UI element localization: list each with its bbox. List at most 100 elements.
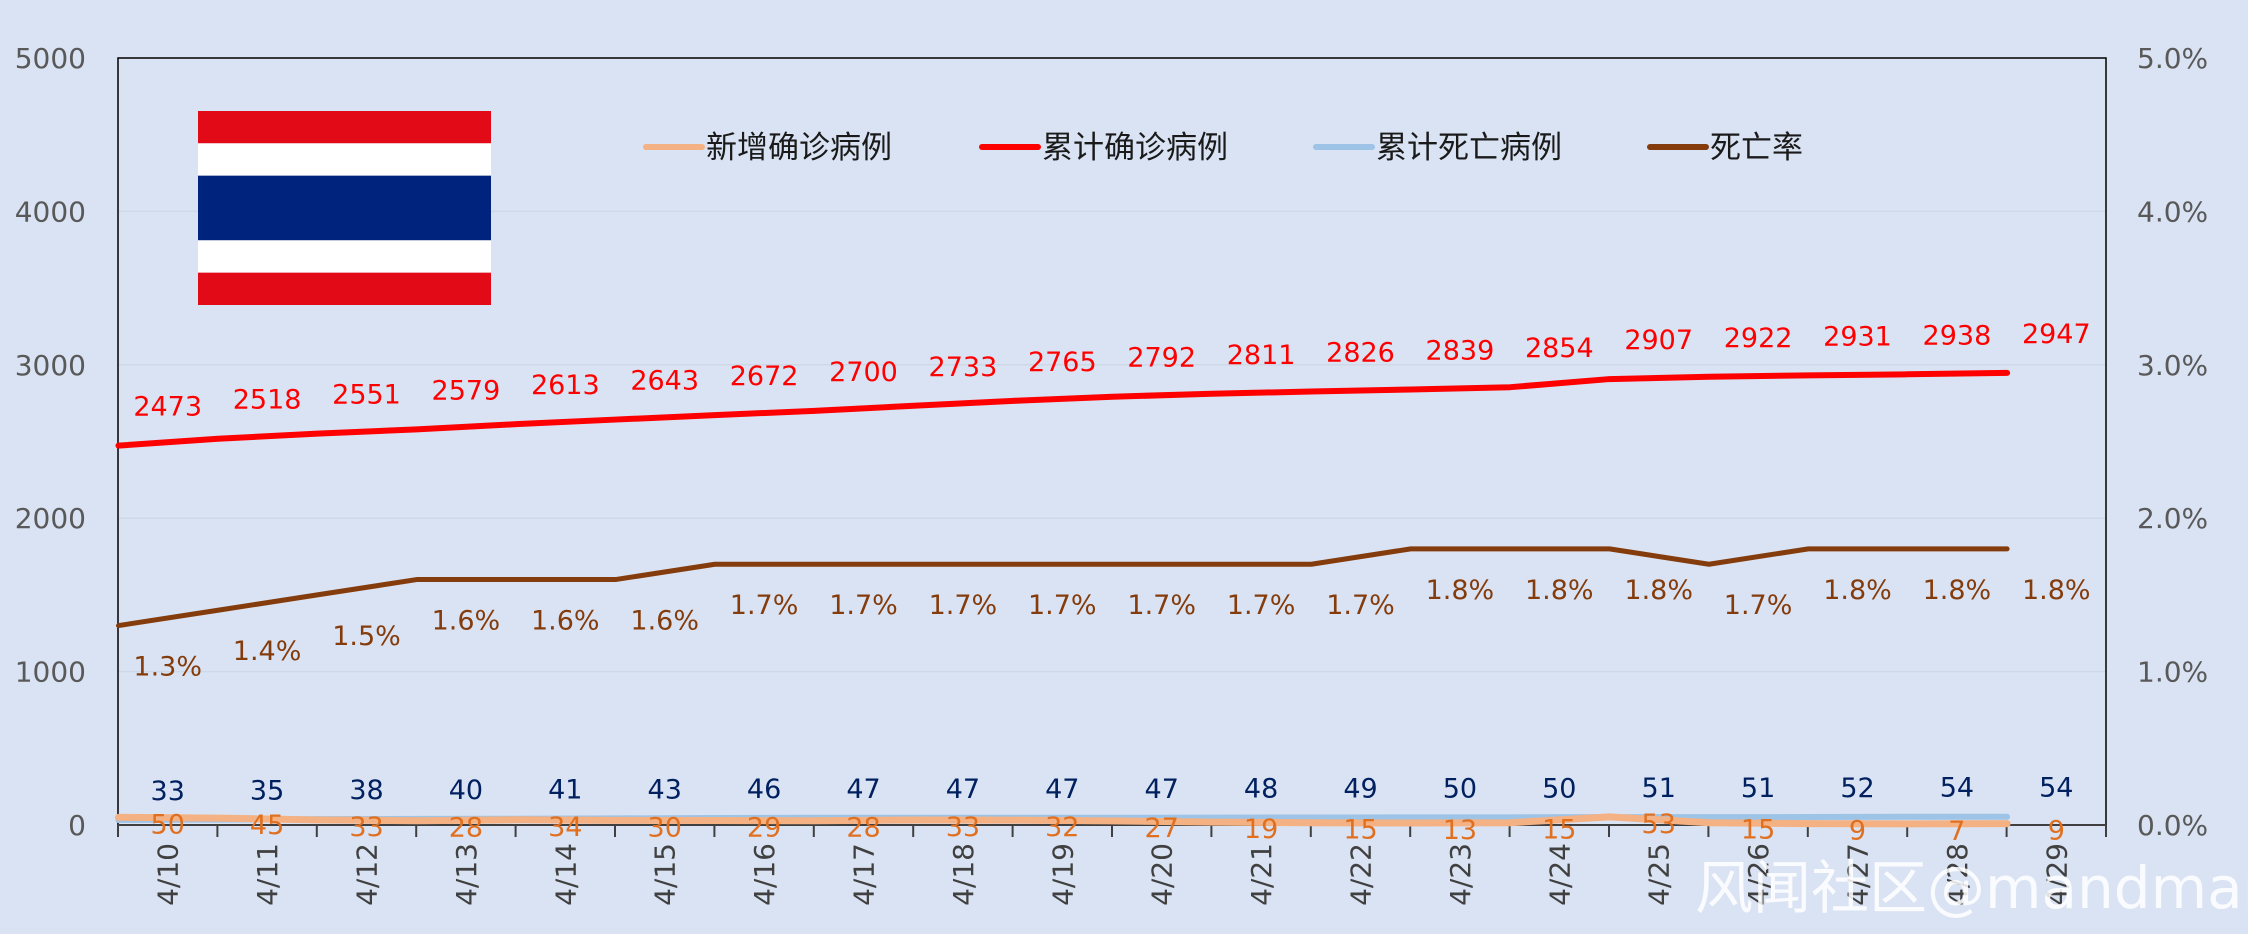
confirmed-data-label: 2826: [1326, 337, 1395, 368]
new-cases-data-label: 30: [648, 812, 682, 843]
deaths-data-label: 33: [151, 776, 185, 807]
flag-stripe: [198, 111, 491, 144]
new-cases-data-label: 15: [1343, 815, 1377, 846]
thailand-flag: [198, 111, 491, 305]
deaths-data-label: 54: [1940, 773, 1974, 804]
deaths-data-label: 35: [250, 776, 284, 807]
rate-data-label: 1.7%: [1028, 590, 1097, 621]
y-tick-label-left: 5000: [15, 42, 86, 75]
rate-data-label: 1.7%: [1227, 590, 1296, 621]
x-tick-label: 4/14: [549, 843, 582, 906]
deaths-data-label: 54: [2039, 773, 2073, 804]
x-tick-label: 4/16: [748, 843, 781, 906]
rate-data-label: 1.8%: [1624, 575, 1693, 606]
deaths-data-label: 49: [1343, 773, 1377, 804]
new-cases-data-label: 29: [747, 813, 781, 844]
x-tick-label: 4/18: [947, 843, 980, 906]
x-tick-label: 4/22: [1345, 843, 1378, 906]
deaths-data-label: 38: [349, 775, 383, 806]
new-cases-data-label: 33: [946, 812, 980, 843]
flag-stripe: [198, 272, 491, 305]
x-tick-label: 4/17: [848, 843, 881, 906]
confirmed-data-label: 2551: [332, 380, 401, 411]
deaths-data-label: 47: [1045, 774, 1079, 805]
data-labels: 2473 2518 2551 2579 2613 2643 2672 2700 2733 2765…: [133, 319, 2090, 847]
rate-data-label: 1.8%: [1426, 575, 1495, 606]
deaths-data-label: 47: [946, 774, 980, 805]
new-cases-data-label: 15: [1542, 815, 1576, 846]
new-cases-data-label: 32: [1045, 812, 1079, 843]
rate-data-label: 1.6%: [531, 606, 600, 637]
new-cases-data-label: 50: [151, 809, 185, 840]
y-tick-label-right: 3.0%: [2137, 349, 2208, 382]
rate-data-label: 1.8%: [2022, 575, 2091, 606]
deaths-data-label: 46: [747, 774, 781, 805]
confirmed-data-label: 2792: [1127, 343, 1196, 374]
y-tick-label-left: 0: [68, 809, 86, 842]
deaths-data-label: 51: [1741, 773, 1775, 804]
x-tick-label: 4/12: [351, 843, 384, 906]
confirmed-data-label: 2473: [133, 392, 202, 423]
deaths-data-label: 50: [1443, 773, 1477, 804]
confirmed-data-label: 2518: [233, 385, 302, 416]
y-tick-label-right: 5.0%: [2137, 42, 2208, 75]
rate-data-label: 1.7%: [1724, 590, 1793, 621]
rate-data-label: 1.7%: [829, 590, 898, 621]
deaths-data-label: 48: [1244, 774, 1278, 805]
legend-label: 死亡率: [1710, 130, 1803, 166]
x-tick-label: 4/11: [251, 843, 284, 906]
confirmed-data-label: 2931: [1823, 321, 1892, 352]
new-cases-data-label: 45: [250, 810, 284, 841]
confirmed-data-label: 2854: [1525, 333, 1594, 364]
deaths-data-label: 43: [648, 774, 682, 805]
rate-data-label: 1.5%: [332, 621, 401, 652]
flag-stripe: [198, 175, 491, 241]
flag-stripe: [198, 240, 491, 273]
x-tick-label: 4/20: [1146, 843, 1179, 906]
new-cases-data-label: 7: [1948, 816, 1965, 847]
y-tick-label-left: 4000: [15, 195, 86, 228]
y-tick-label-left: 1000: [15, 656, 86, 689]
confirmed-data-label: 2938: [1923, 320, 1992, 351]
deaths-data-label: 50: [1542, 773, 1576, 804]
deaths-data-label: 51: [1642, 773, 1676, 804]
new-cases-data-label: 15: [1741, 815, 1775, 846]
confirmed-data-label: 2811: [1227, 340, 1296, 371]
confirmed-data-label: 2922: [1724, 323, 1793, 354]
left-y-axis: 0 1000 2000 3000 4000 5000: [15, 42, 86, 842]
confirmed-data-label: 2839: [1426, 335, 1495, 366]
x-tick-label: 4/25: [1643, 843, 1676, 906]
confirmed-data-label: 2765: [1028, 347, 1097, 378]
rate-data-label: 1.6%: [432, 606, 501, 637]
deaths-data-label: 47: [1145, 774, 1179, 805]
y-tick-label-left: 2000: [15, 502, 86, 535]
new-cases-data-label: 27: [1145, 813, 1179, 844]
x-tick-label: 4/29: [2040, 843, 2073, 906]
y-tick-label-left: 3000: [15, 349, 86, 382]
new-cases-data-label: 53: [1642, 809, 1676, 840]
rate-data-label: 1.7%: [929, 590, 998, 621]
legend-label: 累计死亡病例: [1376, 130, 1562, 166]
x-tick-label: 4/24: [1543, 843, 1576, 906]
y-tick-label-right: 4.0%: [2137, 195, 2208, 228]
watermark: 风闻社区@mandman: [1695, 854, 2248, 922]
new-cases-data-label: 9: [2048, 816, 2065, 847]
x-tick-label: 4/23: [1444, 843, 1477, 906]
x-tick-label: 4/10: [152, 843, 185, 906]
rate-data-label: 1.4%: [233, 636, 302, 667]
confirmed-data-label: 2579: [432, 375, 501, 406]
deaths-data-label: 41: [548, 775, 582, 806]
new-cases-data-label: 33: [349, 812, 383, 843]
y-tick-label-right: 0.0%: [2137, 809, 2208, 842]
rate-data-label: 1.6%: [630, 606, 699, 637]
confirmed-data-label: 2947: [2022, 319, 2091, 350]
series-line-1: [115, 369, 2011, 449]
new-cases-data-label: 28: [449, 813, 483, 844]
confirmed-data-label: 2613: [531, 370, 600, 401]
confirmed-data-label: 2733: [929, 352, 998, 383]
confirmed-data-label: 2643: [630, 366, 699, 397]
rate-data-label: 1.8%: [1823, 575, 1892, 606]
deaths-data-label: 40: [449, 775, 483, 806]
rate-data-label: 1.3%: [133, 652, 202, 683]
x-tick-label: 4/19: [1046, 843, 1079, 906]
